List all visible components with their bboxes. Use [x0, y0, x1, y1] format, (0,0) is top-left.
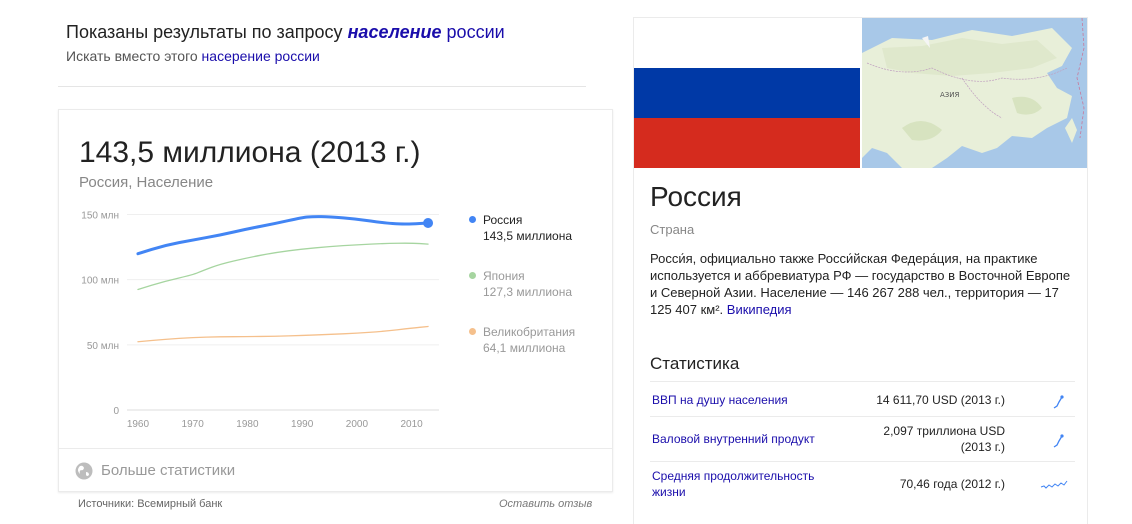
- stat-value-gdp-per-capita: 14 611,70 USD (2013 г.): [876, 393, 1005, 407]
- sparkline-icon[interactable]: [1039, 478, 1069, 494]
- corrected-query-rest[interactable]: россии: [441, 22, 505, 42]
- y-tick-label: 100 млн: [81, 276, 119, 287]
- y-tick-label: 50 млн: [87, 341, 119, 352]
- map-label-asia: АЗИЯ: [940, 91, 960, 99]
- x-tick-label: 2010: [401, 419, 424, 430]
- x-tick-label: 1970: [182, 419, 205, 430]
- population-subline: Россия, Население: [79, 174, 214, 191]
- sources-text: Источники: Всемирный банк: [78, 498, 223, 510]
- russia-flag-image[interactable]: [634, 18, 860, 168]
- more-stats-label: Больше статистики: [101, 462, 236, 479]
- entity-type: Страна: [650, 222, 695, 237]
- legend-series-value: 64,1 миллиона: [483, 341, 566, 355]
- legend-dot: [469, 216, 476, 223]
- statistics-heading: Статистика: [650, 354, 740, 373]
- original-query-link[interactable]: насерение россии: [201, 48, 320, 64]
- stat-label-gdp-per-capita[interactable]: ВВП на душу населения: [652, 393, 788, 407]
- corrected-query-bold[interactable]: население: [347, 22, 442, 42]
- search-instead-prefix: Искать вместо этого: [66, 48, 202, 64]
- legend-series-name: Великобритания: [483, 325, 576, 339]
- population-card: 143,5 миллиона (2013 г.) Россия, Населен…: [58, 109, 613, 492]
- y-tick-label: 150 млн: [81, 211, 119, 222]
- stat-label-gdp[interactable]: Валовой внутренний продукт: [652, 432, 815, 446]
- legend-dot: [469, 272, 476, 279]
- statistics-table: ВВП на душу населения 14 611,70 USD (201…: [650, 381, 1075, 508]
- globe-icon: [75, 462, 93, 480]
- series-line-1: [137, 242, 429, 291]
- legend-series-name: Россия: [483, 213, 523, 227]
- x-tick-label: 1980: [236, 419, 259, 430]
- x-tick-label: 1960: [127, 419, 150, 430]
- stat-row-life-expectancy: Средняя продолжительность жизни 70,46 го…: [650, 461, 1075, 508]
- series-end-point: [423, 217, 434, 228]
- legend-item[interactable]: Япония 127,3 миллиона: [469, 268, 609, 300]
- wikipedia-link[interactable]: Википедия: [726, 302, 792, 317]
- stat-row-gdp: Валовой внутренний продукт 2,097 триллио…: [650, 416, 1075, 461]
- y-tick-label: 0: [113, 406, 119, 417]
- divider: [58, 86, 586, 87]
- chart-legend: Россия 143,5 миллиона Япония 127,3 миллиона…: [469, 212, 609, 380]
- entity-title: Россия: [650, 181, 742, 212]
- legend-series-value: 127,3 миллиона: [483, 285, 572, 299]
- series-line-0: [136, 215, 430, 256]
- series-line-2: [137, 325, 429, 343]
- sparkline-icon[interactable]: [1049, 433, 1069, 449]
- stat-row-gdp-per-capita: ВВП на душу населения 14 611,70 USD (201…: [650, 381, 1075, 416]
- map-image[interactable]: АЗИЯ: [862, 18, 1088, 168]
- sparkline-icon[interactable]: [1049, 394, 1069, 410]
- stat-value-life-expectancy: 70,46 года (2012 г.): [899, 477, 1005, 491]
- stat-label-life-expectancy[interactable]: Средняя продолжительность жизни: [652, 469, 815, 499]
- population-chart[interactable]: 150 млн 100 млн 50 млн 0 1960 1970 1980 1990 200…: [59, 198, 459, 448]
- x-tick-label: 1990: [291, 419, 314, 430]
- x-tick-label: 2000: [346, 419, 369, 430]
- legend-dot: [469, 328, 476, 335]
- more-stats-button[interactable]: Больше статистики: [59, 448, 612, 492]
- population-headline: 143,5 миллиона (2013 г.): [79, 136, 421, 169]
- showing-results-for: Показаны результаты по запросу население…: [66, 20, 586, 44]
- legend-item[interactable]: Великобритания 64,1 миллиона: [469, 324, 609, 356]
- knowledge-panel: АЗИЯ Россия Страна Росси́я, официально т…: [633, 17, 1088, 524]
- search-instead: Искать вместо этого насерение россии: [66, 46, 586, 66]
- entity-description: Росси́я, официально также Росси́йская Фе…: [650, 250, 1075, 318]
- legend-series-value: 143,5 миллиона: [483, 229, 572, 243]
- showing-results-prefix: Показаны результаты по запросу: [66, 22, 348, 42]
- feedback-link[interactable]: Оставить отзыв: [499, 498, 593, 510]
- spelling-correction: Показаны результаты по запросу население…: [66, 20, 586, 66]
- description-text: Росси́я, официально также Росси́йская Фе…: [650, 251, 1071, 317]
- stat-value-gdp: 2,097 триллиона USD (2013 г.): [883, 424, 1005, 454]
- legend-series-name: Япония: [483, 269, 525, 283]
- legend-item[interactable]: Россия 143,5 миллиона: [469, 212, 609, 244]
